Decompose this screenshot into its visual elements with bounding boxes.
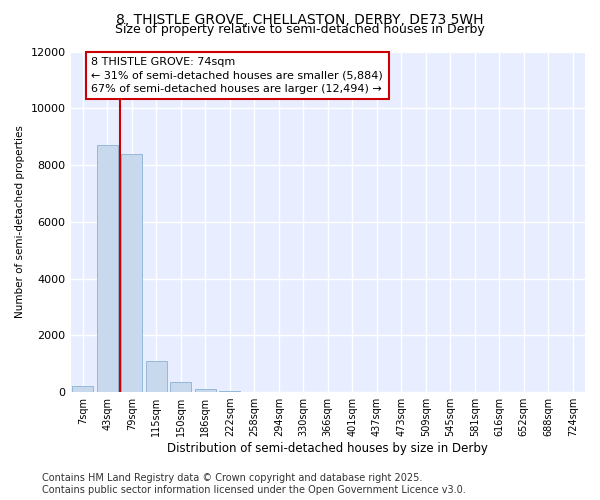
Text: 8 THISTLE GROVE: 74sqm
← 31% of semi-detached houses are smaller (5,884)
67% of : 8 THISTLE GROVE: 74sqm ← 31% of semi-det… [91, 57, 383, 94]
Y-axis label: Number of semi-detached properties: Number of semi-detached properties [15, 126, 25, 318]
Bar [121, 154, 142, 392]
Bar [73, 386, 93, 392]
Bar [195, 389, 215, 392]
Text: Size of property relative to semi-detached houses in Derby: Size of property relative to semi-detach… [115, 22, 485, 36]
Bar [97, 145, 118, 392]
Bar [170, 382, 191, 392]
Text: 8, THISTLE GROVE, CHELLASTON, DERBY, DE73 5WH: 8, THISTLE GROVE, CHELLASTON, DERBY, DE7… [116, 12, 484, 26]
X-axis label: Distribution of semi-detached houses by size in Derby: Distribution of semi-detached houses by … [167, 442, 488, 455]
Text: Contains HM Land Registry data © Crown copyright and database right 2025.
Contai: Contains HM Land Registry data © Crown c… [42, 474, 466, 495]
Bar [146, 361, 167, 392]
Bar [220, 390, 240, 392]
